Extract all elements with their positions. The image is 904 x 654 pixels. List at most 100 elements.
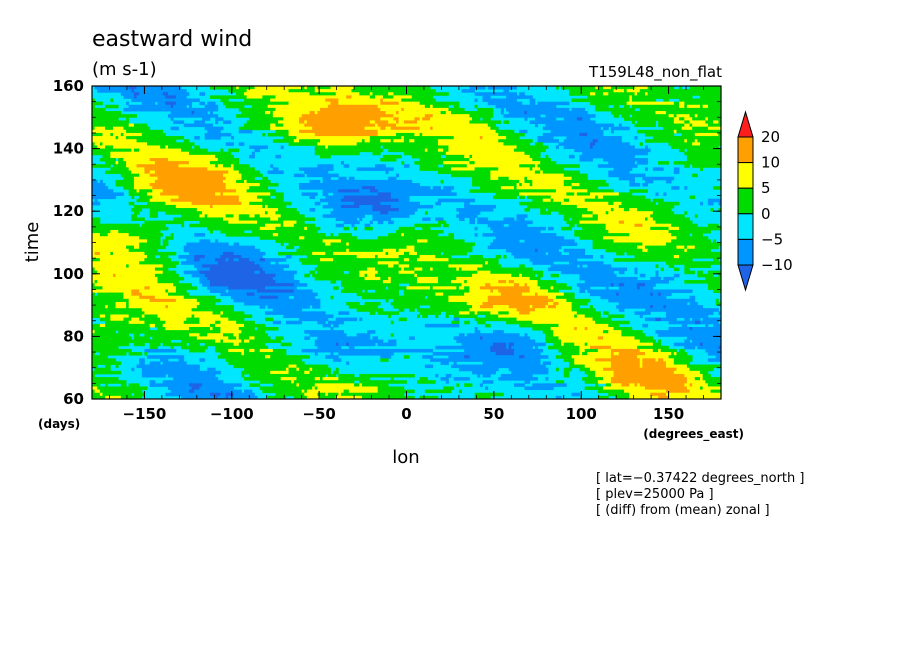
heatmap-cell — [398, 136, 402, 140]
heatmap-cell — [445, 136, 449, 140]
heatmap-cell — [120, 145, 124, 149]
heatmap-cell — [168, 104, 172, 109]
heatmap-cell — [173, 101, 177, 106]
heatmap-cell — [435, 132, 439, 137]
heatmap-cell — [246, 123, 250, 128]
heatmap-cell — [684, 89, 688, 93]
heatmap-cell — [207, 101, 211, 106]
heatmap-cell — [500, 148, 504, 153]
heatmap-cell — [333, 117, 337, 121]
heatmap-cell — [183, 170, 187, 175]
heatmap-cell — [178, 164, 182, 168]
heatmap-cell — [660, 101, 664, 106]
heatmap-cell — [215, 104, 219, 109]
heatmap-cell — [485, 136, 489, 140]
heatmap-cell — [317, 123, 321, 128]
heatmap-cell — [529, 114, 533, 118]
heatmap-cell — [516, 132, 520, 137]
heatmap-cell — [479, 139, 483, 143]
heatmap-cell — [511, 148, 515, 153]
heatmap-cell — [427, 107, 431, 112]
heatmap-cell — [267, 89, 271, 93]
heatmap-cell — [280, 95, 284, 99]
heatmap-cell — [443, 123, 447, 128]
heatmap-cell — [550, 136, 554, 140]
heatmap-cell — [498, 139, 502, 143]
heatmap-cell — [469, 123, 473, 128]
heatmap-cell — [427, 164, 431, 168]
heatmap-cell — [427, 104, 431, 109]
heatmap-cell — [424, 164, 428, 168]
heatmap-cell — [377, 92, 381, 96]
heatmap-cell — [679, 136, 683, 140]
heatmap-cell — [97, 120, 101, 124]
heatmap-cell — [558, 126, 562, 131]
heatmap-cell — [645, 139, 649, 143]
heatmap-cell — [424, 161, 428, 165]
heatmap-cell — [202, 164, 206, 168]
heatmap-cell — [472, 123, 476, 128]
heatmap-cell — [175, 136, 179, 140]
heatmap-cell — [506, 107, 510, 112]
heatmap-cell — [718, 107, 722, 112]
heatmap-cell — [524, 164, 528, 168]
heatmap-cell — [141, 154, 145, 159]
heatmap-cell — [99, 126, 103, 131]
heatmap-cell — [534, 142, 538, 146]
heatmap-cell — [710, 151, 714, 156]
heatmap-cell — [291, 95, 295, 99]
heatmap-cell — [209, 86, 213, 90]
heatmap-cell — [548, 120, 552, 124]
heatmap-cell — [320, 170, 324, 175]
heatmap-cell — [283, 126, 287, 131]
heatmap-cell — [377, 120, 381, 124]
heatmap-cell — [118, 164, 122, 168]
heatmap-cell — [126, 157, 130, 162]
heatmap-cell — [516, 139, 520, 143]
heatmap-cell — [474, 132, 478, 137]
heatmap-cell — [333, 114, 337, 118]
heatmap-cell — [500, 98, 504, 103]
heatmap-cell — [427, 157, 431, 162]
heatmap-cell — [372, 132, 376, 137]
heatmap-cell — [658, 86, 662, 90]
heatmap-cell — [655, 167, 659, 171]
heatmap-cell — [141, 145, 145, 149]
heatmap-cell — [110, 86, 114, 90]
heatmap-cell — [369, 101, 373, 106]
heatmap-cell — [595, 104, 599, 109]
heatmap-cell — [110, 151, 114, 156]
heatmap-cell — [679, 139, 683, 143]
heatmap-cell — [713, 120, 717, 124]
heatmap-cell — [149, 139, 153, 143]
heatmap-cell — [435, 117, 439, 121]
heatmap-cell — [469, 167, 473, 171]
heatmap-cell — [272, 126, 276, 131]
heatmap-cell — [186, 167, 190, 171]
heatmap-cell — [568, 123, 573, 128]
heatmap-cell — [317, 111, 321, 115]
heatmap-cell — [168, 107, 172, 112]
heatmap-cell — [671, 114, 675, 118]
heatmap-cell — [697, 101, 701, 106]
heatmap-cell — [597, 142, 601, 146]
heatmap-cell — [466, 167, 470, 171]
heatmap-cell — [401, 111, 405, 115]
heatmap-cell — [131, 164, 135, 168]
heatmap-cell — [466, 170, 470, 175]
heatmap-cell — [435, 148, 439, 153]
heatmap-cell — [500, 104, 504, 109]
heatmap-cell — [482, 157, 486, 162]
heatmap-cell — [658, 117, 662, 121]
heatmap-cell — [335, 123, 339, 128]
heatmap-cell — [647, 107, 651, 112]
heatmap-cell — [603, 164, 607, 168]
heatmap-cell — [301, 114, 305, 118]
heatmap-cell — [241, 86, 245, 90]
heatmap-cell — [645, 161, 649, 165]
heatmap-cell — [660, 132, 664, 137]
heatmap-cell — [639, 114, 643, 118]
heatmap-cell — [225, 170, 229, 175]
heatmap-cell — [503, 89, 507, 93]
heatmap-cell — [196, 157, 200, 162]
